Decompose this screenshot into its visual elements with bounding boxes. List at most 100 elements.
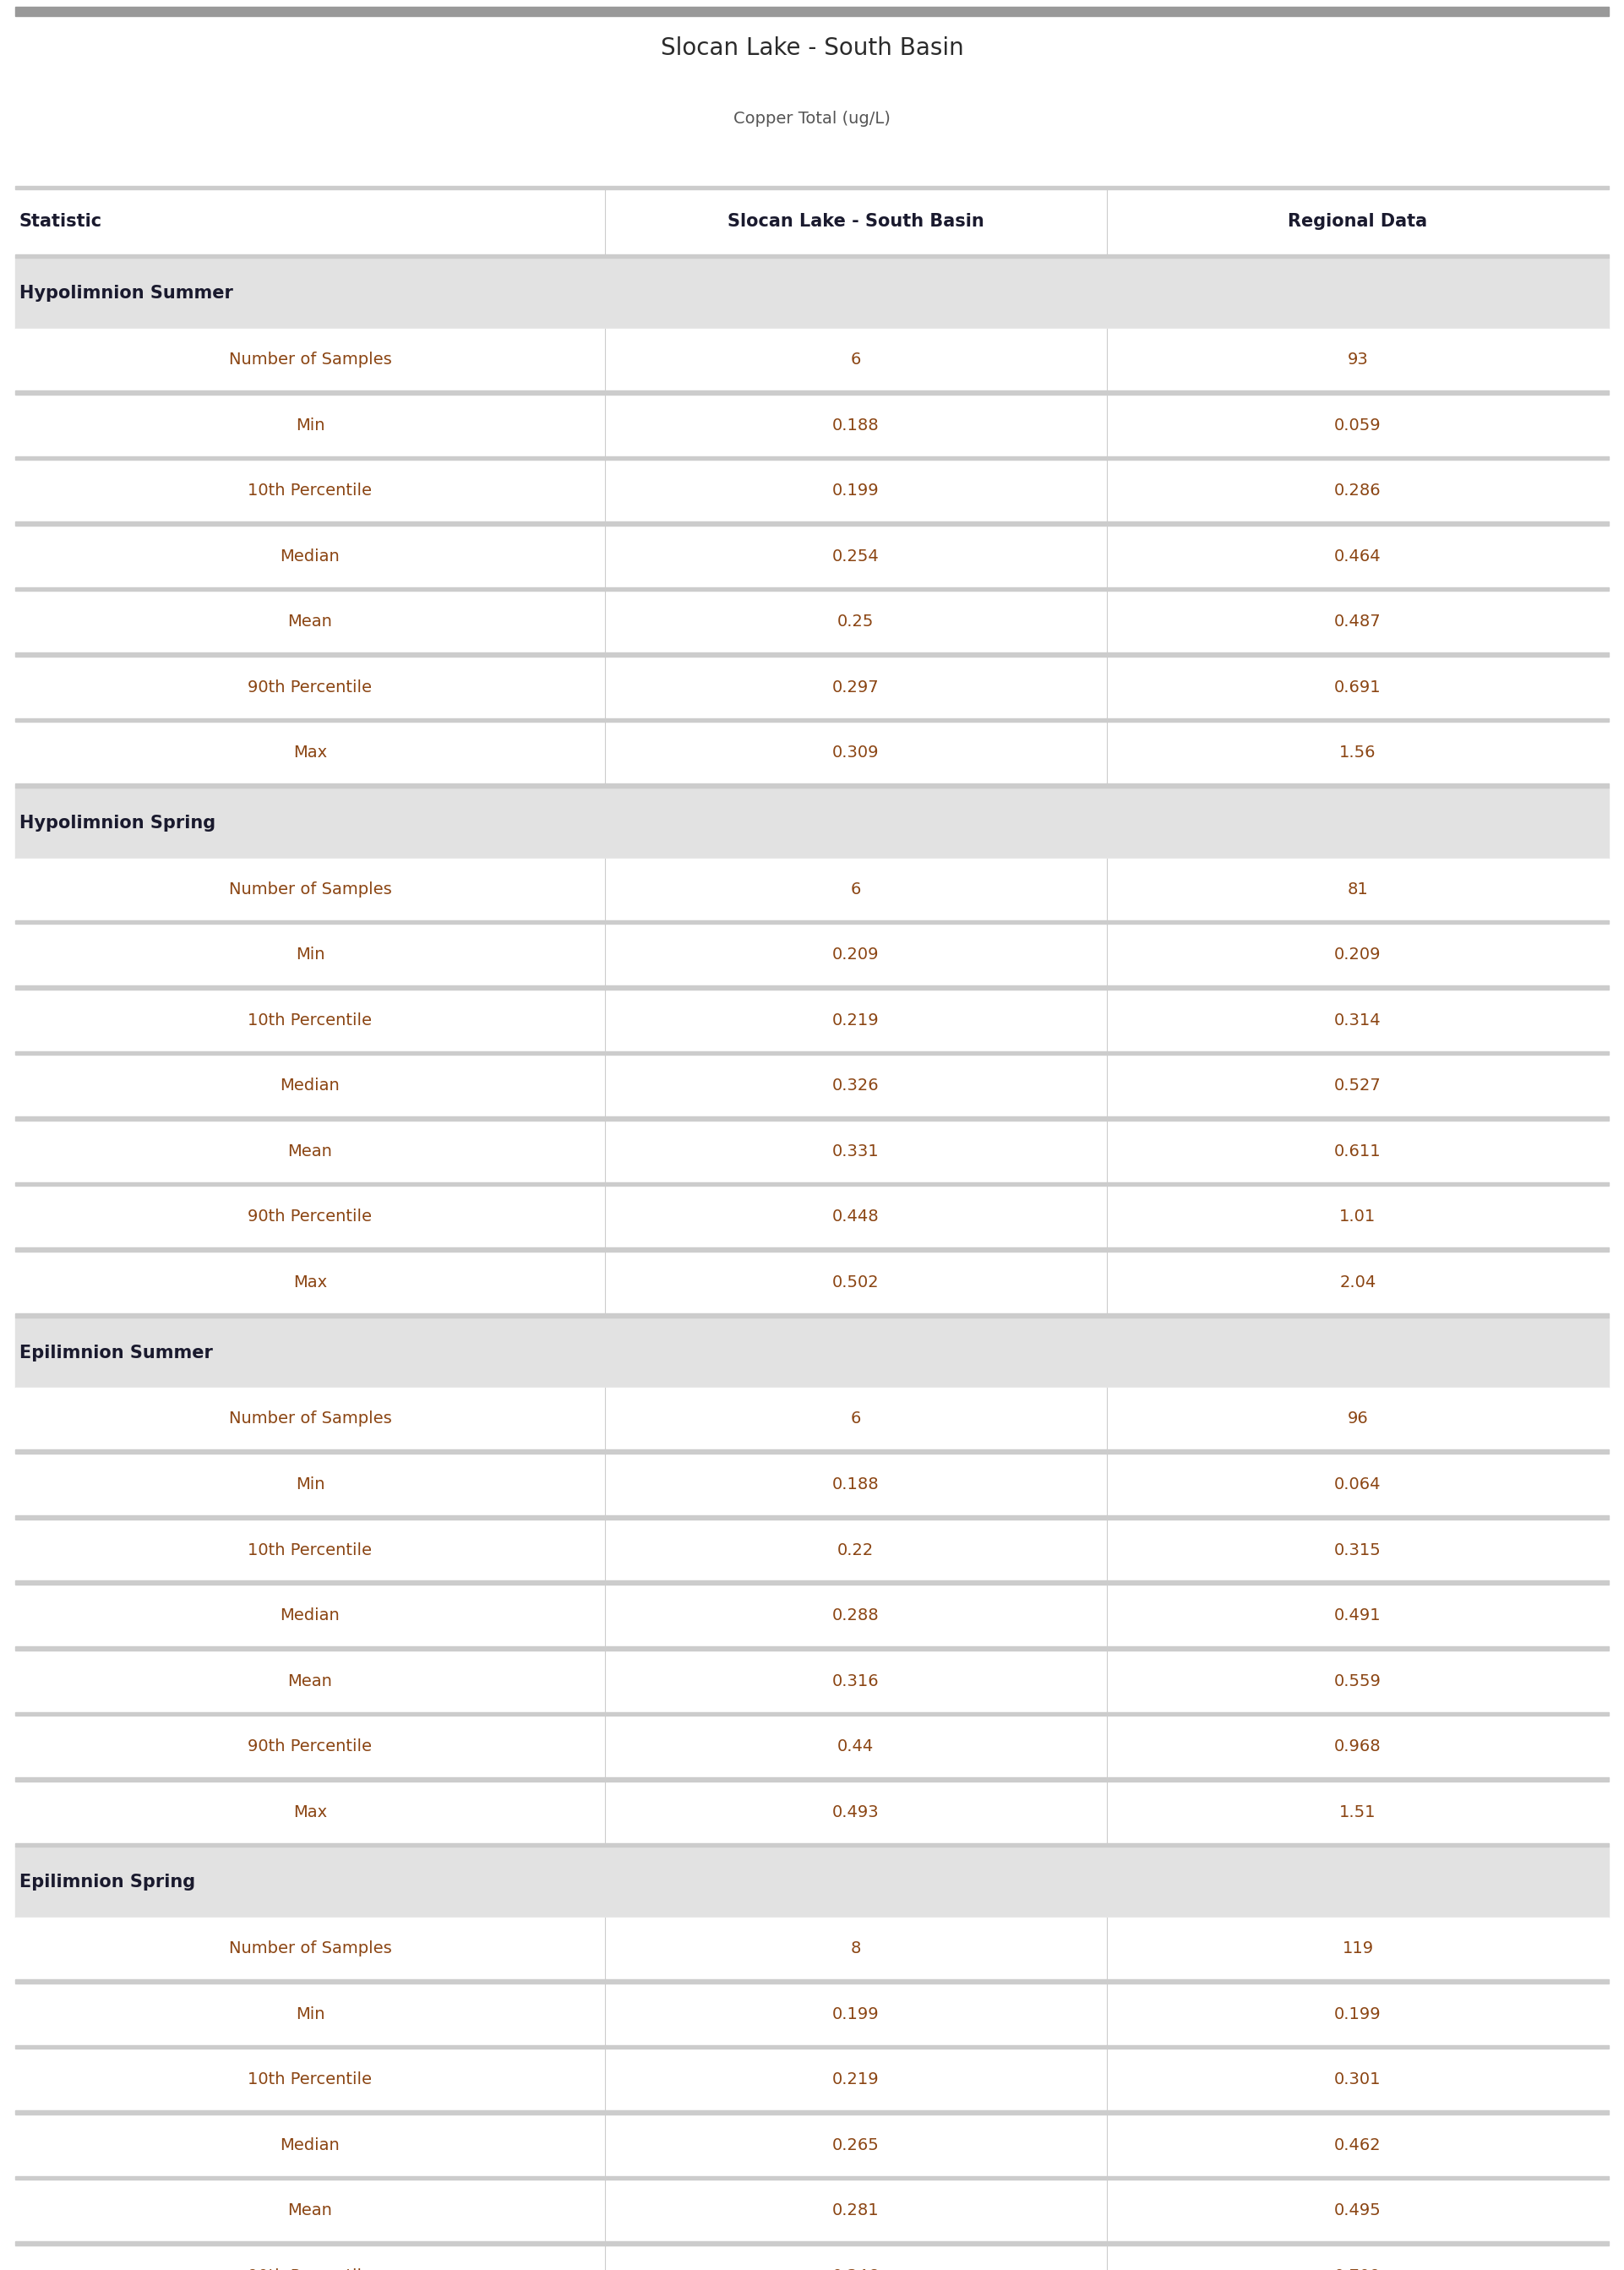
Text: Mean: Mean bbox=[287, 1673, 333, 1689]
Text: 0.301: 0.301 bbox=[1335, 2073, 1382, 2088]
Text: 0.559: 0.559 bbox=[1335, 1673, 1382, 1689]
Bar bbox=[15, 590, 1609, 654]
Bar bbox=[15, 1782, 1609, 1843]
Text: 90th Percentile: 90th Percentile bbox=[248, 1739, 372, 1755]
Bar bbox=[15, 329, 1609, 390]
Bar bbox=[15, 588, 1609, 590]
Text: 0.493: 0.493 bbox=[833, 1805, 879, 1821]
Text: 0.188: 0.188 bbox=[833, 1476, 879, 1491]
Text: Max: Max bbox=[292, 745, 326, 760]
Bar bbox=[15, 1056, 1609, 1117]
Bar bbox=[15, 656, 1609, 717]
Bar bbox=[15, 259, 1609, 329]
Text: Mean: Mean bbox=[287, 613, 333, 629]
Bar bbox=[15, 654, 1609, 656]
Text: 0.462: 0.462 bbox=[1335, 2136, 1382, 2152]
Text: 0.44: 0.44 bbox=[838, 1739, 874, 1755]
Text: 0.199: 0.199 bbox=[1335, 2007, 1382, 2023]
Text: 0.968: 0.968 bbox=[1335, 1739, 1382, 1755]
Bar bbox=[15, 919, 1609, 924]
Text: Number of Samples: Number of Samples bbox=[229, 1941, 391, 1957]
Text: 93: 93 bbox=[1348, 352, 1369, 368]
Bar bbox=[15, 186, 1609, 188]
Text: Hypolimnion Spring: Hypolimnion Spring bbox=[19, 815, 216, 831]
Text: Min: Min bbox=[296, 1476, 325, 1491]
Bar bbox=[15, 1712, 1609, 1716]
Text: Median: Median bbox=[279, 1078, 339, 1094]
Text: 0.315: 0.315 bbox=[1335, 1541, 1382, 1557]
Bar bbox=[15, 527, 1609, 588]
Text: 0.288: 0.288 bbox=[833, 1607, 879, 1623]
Bar bbox=[15, 390, 1609, 395]
Text: Number of Samples: Number of Samples bbox=[229, 881, 391, 897]
Bar bbox=[15, 188, 1609, 254]
Bar bbox=[15, 2177, 1609, 2179]
Text: 96: 96 bbox=[1348, 1412, 1369, 1428]
Text: 0.331: 0.331 bbox=[833, 1144, 879, 1160]
Bar bbox=[15, 2245, 1609, 2270]
Bar bbox=[15, 717, 1609, 722]
Bar bbox=[15, 1519, 1609, 1580]
Bar bbox=[15, 1777, 1609, 1782]
Text: Slocan Lake - South Basin: Slocan Lake - South Basin bbox=[728, 213, 984, 229]
Text: 0.286: 0.286 bbox=[1335, 484, 1382, 499]
Text: 0.064: 0.064 bbox=[1335, 1476, 1382, 1491]
Text: 1.56: 1.56 bbox=[1340, 745, 1376, 760]
Bar bbox=[15, 783, 1609, 788]
Text: Median: Median bbox=[279, 2136, 339, 2152]
Text: Mean: Mean bbox=[287, 1144, 333, 1160]
Text: 6: 6 bbox=[851, 352, 861, 368]
Text: 6: 6 bbox=[851, 1412, 861, 1428]
Text: Median: Median bbox=[279, 1607, 339, 1623]
Bar bbox=[15, 1650, 1609, 1712]
Text: Hypolimnion Summer: Hypolimnion Summer bbox=[19, 286, 234, 302]
Text: 0.265: 0.265 bbox=[831, 2136, 879, 2152]
Text: Regional Data: Regional Data bbox=[1288, 213, 1427, 229]
Text: 10th Percentile: 10th Percentile bbox=[248, 1541, 372, 1557]
Text: 0.326: 0.326 bbox=[833, 1078, 879, 1094]
Text: 81: 81 bbox=[1348, 881, 1369, 897]
Text: 1.01: 1.01 bbox=[1340, 1210, 1376, 1226]
Text: 90th Percentile: 90th Percentile bbox=[248, 679, 372, 695]
Bar bbox=[15, 788, 1609, 858]
Bar bbox=[15, 1979, 1609, 1984]
Text: 0.199: 0.199 bbox=[833, 484, 879, 499]
Bar bbox=[15, 1251, 1609, 1314]
Bar bbox=[15, 1051, 1609, 1056]
Bar bbox=[15, 1716, 1609, 1777]
Bar bbox=[15, 395, 1609, 456]
Text: 0.502: 0.502 bbox=[833, 1273, 879, 1292]
Text: Statistic: Statistic bbox=[19, 213, 102, 229]
Text: 0.059: 0.059 bbox=[1335, 418, 1382, 434]
Text: 0.316: 0.316 bbox=[833, 1673, 879, 1689]
Text: 0.691: 0.691 bbox=[1335, 679, 1382, 695]
Text: 6: 6 bbox=[851, 881, 861, 897]
Text: 119: 119 bbox=[1341, 1941, 1374, 1957]
Bar bbox=[15, 1117, 1609, 1121]
Text: 1.51: 1.51 bbox=[1340, 1805, 1376, 1821]
Bar bbox=[15, 1183, 1609, 1187]
Text: 90th Percentile: 90th Percentile bbox=[248, 1210, 372, 1226]
Text: 0.448: 0.448 bbox=[833, 1210, 879, 1226]
Text: Mean: Mean bbox=[287, 2202, 333, 2218]
Bar bbox=[15, 1580, 1609, 1584]
Bar bbox=[15, 254, 1609, 259]
Text: Copper Total (ug/L): Copper Total (ug/L) bbox=[734, 111, 890, 127]
Text: 2.04: 2.04 bbox=[1340, 1273, 1376, 1292]
Text: 0.219: 0.219 bbox=[833, 1012, 879, 1028]
Text: 10th Percentile: 10th Percentile bbox=[248, 2073, 372, 2088]
Text: 0.297: 0.297 bbox=[833, 679, 879, 695]
Text: 0.314: 0.314 bbox=[1335, 1012, 1382, 1028]
Text: Number of Samples: Number of Samples bbox=[229, 352, 391, 368]
Text: 0.209: 0.209 bbox=[1335, 947, 1382, 962]
Text: 0.199: 0.199 bbox=[833, 2007, 879, 2023]
Text: 0.527: 0.527 bbox=[1335, 1078, 1382, 1094]
Text: 0.491: 0.491 bbox=[1335, 1607, 1382, 1623]
Text: 0.254: 0.254 bbox=[831, 549, 879, 565]
Text: 10th Percentile: 10th Percentile bbox=[248, 1012, 372, 1028]
Text: Epilimnion Summer: Epilimnion Summer bbox=[19, 1344, 213, 1362]
Text: 0.487: 0.487 bbox=[1335, 613, 1382, 629]
Bar bbox=[15, 1314, 1609, 1317]
Bar bbox=[15, 2179, 1609, 2240]
Bar bbox=[15, 924, 1609, 985]
